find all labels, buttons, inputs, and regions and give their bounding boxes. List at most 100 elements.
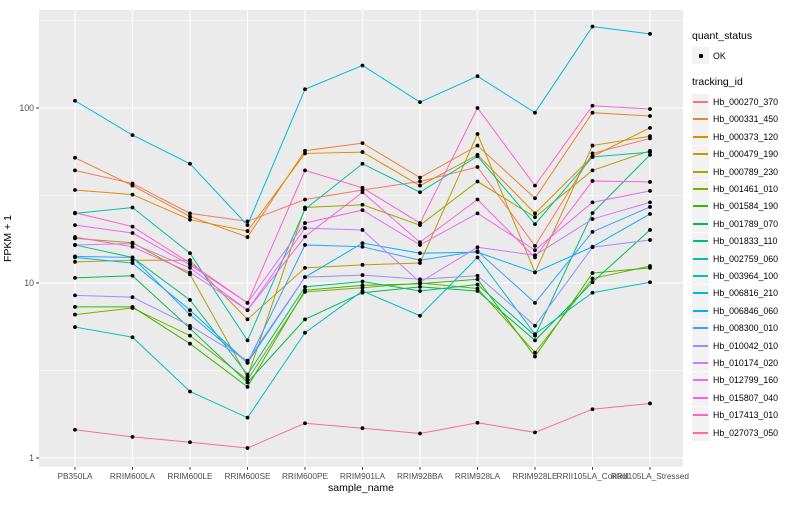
data-point [590, 179, 595, 183]
legend-item-label: Hb_001833_110 [713, 236, 778, 247]
data-point [245, 223, 250, 228]
data-point [475, 74, 480, 79]
data-point [130, 255, 135, 260]
data-point [418, 221, 422, 225]
legend-item: Hb_001833_110 [692, 232, 798, 250]
legend-item-label: Hb_003964_100 [713, 270, 779, 281]
data-point [360, 283, 365, 288]
data-point [360, 141, 365, 146]
legend-item: Hb_008300_010 [692, 319, 798, 337]
data-point [590, 24, 595, 29]
data-point [303, 288, 307, 293]
line-swatch-icon [692, 424, 709, 441]
line-swatch-icon [692, 267, 709, 285]
data-point [360, 279, 365, 284]
legend-item: Hb_006846_060 [692, 302, 798, 320]
data-point [648, 205, 652, 209]
data-point [533, 183, 537, 188]
data-point [188, 251, 192, 256]
line-swatch-icon [692, 215, 709, 233]
legend-item-label: Hb_001461_010 [713, 184, 779, 195]
y-tick-label: 10 [24, 278, 34, 288]
data-point [188, 298, 192, 302]
data-point [188, 323, 192, 328]
legend-item-label: Hb_017413_010 [713, 410, 779, 421]
x-tick-label: RRIM600PE [282, 471, 329, 481]
data-point [418, 284, 422, 289]
data-point [245, 446, 250, 450]
legend-item: Hb_000270_370 [692, 93, 798, 111]
data-point [130, 205, 135, 210]
data-point [648, 280, 652, 285]
data-point [475, 106, 480, 110]
data-point [533, 222, 537, 227]
data-point [188, 270, 192, 275]
data-point [73, 168, 77, 173]
data-point [360, 185, 365, 190]
data-point [475, 143, 480, 148]
data-point [130, 258, 135, 263]
data-point [130, 335, 135, 340]
data-point [303, 151, 307, 156]
data-point [360, 150, 365, 154]
data-point [303, 317, 307, 322]
data-point [533, 255, 537, 260]
data-point [475, 154, 480, 159]
data-point [245, 229, 250, 233]
legend-item: Hb_000331_450 [692, 110, 798, 128]
data-point [418, 183, 422, 188]
data-point [533, 332, 537, 337]
data-point [73, 98, 77, 103]
data-point [73, 293, 77, 298]
data-point [360, 208, 365, 212]
data-point [590, 280, 595, 285]
data-point [130, 273, 135, 278]
data-point [590, 200, 595, 205]
legend-item: Hb_003964_100 [692, 267, 798, 285]
data-point [475, 179, 480, 184]
data-point [360, 262, 365, 267]
data-point [73, 188, 77, 192]
data-point [360, 63, 365, 68]
legend-item: Hb_015807_040 [692, 389, 798, 407]
data-point [418, 251, 422, 256]
data-point [475, 249, 480, 254]
data-point [130, 261, 135, 265]
data-point [303, 197, 307, 202]
data-point [188, 214, 192, 219]
legend-item-label: Hb_001584_190 [713, 201, 779, 212]
legend-item: Hb_001789_070 [692, 215, 798, 233]
data-point [590, 407, 595, 412]
data-point [418, 280, 422, 285]
legend-item-label: Hb_000270_370 [713, 97, 779, 108]
data-point [303, 221, 307, 225]
legend-item-label: Hb_006846_060 [713, 305, 779, 316]
line-swatch-icon [692, 371, 709, 389]
legend-item-label: Hb_012799_160 [713, 375, 779, 386]
x-axis-title: sample_name [328, 482, 394, 494]
data-point [360, 241, 365, 246]
data-point [418, 258, 422, 263]
legend-title-quant-status: quant_status [692, 30, 753, 42]
data-point [188, 333, 192, 338]
data-point [188, 261, 192, 265]
data-point [303, 226, 307, 230]
data-point [418, 277, 422, 282]
line-swatch-icon [692, 197, 709, 215]
data-point [360, 244, 365, 249]
legend-item: Hb_010042_010 [692, 337, 798, 355]
data-point [73, 305, 77, 309]
line-swatch-icon [692, 406, 709, 424]
data-point [475, 132, 480, 136]
data-point [533, 196, 537, 201]
x-tick-label: RRIM928LE [512, 471, 558, 481]
y-axis-title: FPKM + 1 [2, 215, 14, 262]
data-point [73, 155, 77, 160]
data-point [648, 265, 652, 270]
legend-item-label: Hb_027073_050 [713, 427, 779, 438]
data-point [418, 100, 422, 105]
legend-item-label: Hb_010174_020 [713, 357, 779, 368]
data-point [533, 110, 537, 115]
legend-item: Hb_010174_020 [692, 354, 798, 372]
data-point [188, 341, 192, 346]
